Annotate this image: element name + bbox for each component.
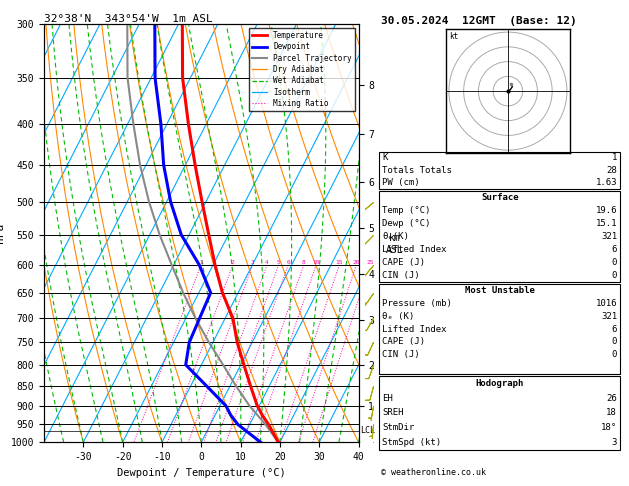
Text: Lifted Index: Lifted Index [382,325,447,333]
Text: Surface: Surface [481,192,518,202]
Text: CAPE (J): CAPE (J) [382,258,425,267]
Text: SREH: SREH [382,408,404,417]
Text: K: K [382,153,388,162]
Y-axis label: hPa: hPa [0,223,5,243]
Text: 1.63: 1.63 [596,178,617,187]
Text: StmDir: StmDir [382,423,415,432]
Text: PW (cm): PW (cm) [382,178,420,187]
Text: Dewp (°C): Dewp (°C) [382,219,431,227]
Text: 1: 1 [199,260,203,265]
Legend: Temperature, Dewpoint, Parcel Trajectory, Dry Adiabat, Wet Adiabat, Isotherm, Mi: Temperature, Dewpoint, Parcel Trajectory… [248,28,355,111]
Text: StmSpd (kt): StmSpd (kt) [382,438,442,447]
Text: 4: 4 [265,260,269,265]
Text: 25: 25 [366,260,374,265]
Text: Pressure (mb): Pressure (mb) [382,299,452,308]
Text: 18°: 18° [601,423,617,432]
Text: Totals Totals: Totals Totals [382,166,452,174]
Text: Most Unstable: Most Unstable [465,286,535,295]
Text: 5: 5 [277,260,281,265]
Text: 2: 2 [231,260,235,265]
Text: 6: 6 [611,325,617,333]
X-axis label: Dewpoint / Temperature (°C): Dewpoint / Temperature (°C) [117,468,286,478]
Y-axis label: km
ASL: km ASL [386,233,404,255]
Text: CAPE (J): CAPE (J) [382,337,425,347]
Text: 0: 0 [611,337,617,347]
Text: 6: 6 [611,245,617,254]
Text: 3: 3 [251,260,254,265]
Text: θₑ(K): θₑ(K) [382,232,409,241]
Text: Lifted Index: Lifted Index [382,245,447,254]
Text: CIN (J): CIN (J) [382,271,420,280]
Text: 30.05.2024  12GMT  (Base: 12): 30.05.2024 12GMT (Base: 12) [381,16,576,26]
Text: © weatheronline.co.uk: © weatheronline.co.uk [381,468,486,477]
Text: 1: 1 [611,153,617,162]
Text: Hodograph: Hodograph [476,379,524,388]
Text: 19.6: 19.6 [596,206,617,215]
Text: 10: 10 [313,260,320,265]
Text: 321: 321 [601,312,617,321]
Text: 15: 15 [335,260,343,265]
Text: 1016: 1016 [596,299,617,308]
Text: 18: 18 [606,408,617,417]
Text: kt: kt [449,32,458,41]
Text: 15.1: 15.1 [596,219,617,227]
Text: 6: 6 [286,260,290,265]
Text: θₑ (K): θₑ (K) [382,312,415,321]
Text: 0: 0 [611,271,617,280]
Text: 28: 28 [606,166,617,174]
Text: 321: 321 [601,232,617,241]
Text: 0: 0 [611,258,617,267]
Text: Temp (°C): Temp (°C) [382,206,431,215]
Text: 0: 0 [611,350,617,359]
Text: CIN (J): CIN (J) [382,350,420,359]
Text: 8: 8 [302,260,306,265]
Text: LCL: LCL [360,427,376,435]
Text: 3: 3 [611,438,617,447]
Text: EH: EH [382,394,393,403]
Text: 20: 20 [352,260,360,265]
Text: 32°38'N  343°54'W  1m ASL: 32°38'N 343°54'W 1m ASL [44,14,213,23]
Text: 26: 26 [606,394,617,403]
